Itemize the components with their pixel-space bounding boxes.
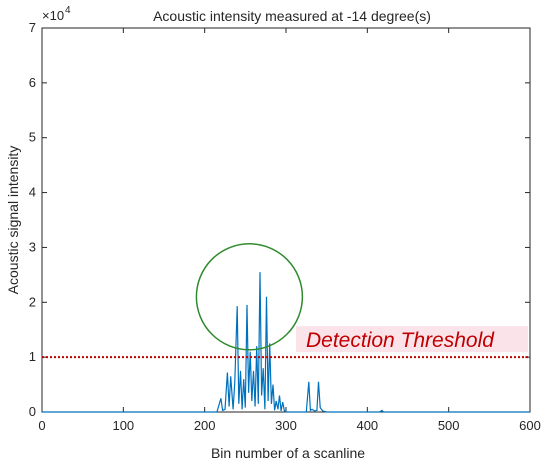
y-exponent-base: ×10	[42, 8, 64, 23]
y-tick-label: 1	[29, 349, 36, 364]
y-tick-label: 7	[29, 20, 36, 35]
x-tick-label: 0	[38, 418, 45, 433]
chart-title: Acoustic intensity measured at -14 degre…	[153, 8, 431, 24]
y-tick-label: 4	[29, 185, 36, 200]
threshold-label: Detection Threshold	[306, 329, 495, 352]
highlight-circle	[195, 243, 304, 351]
x-tick-label: 600	[519, 418, 541, 433]
y-tick-label: 3	[29, 239, 36, 254]
y-exponent-power: 4	[65, 5, 71, 16]
x-tick-label: 400	[356, 418, 378, 433]
y-tick-label: 2	[29, 294, 36, 309]
x-tick-label: 200	[194, 418, 216, 433]
x-tick-label: 500	[438, 418, 460, 433]
y-tick-label: 0	[29, 404, 36, 419]
threshold-label-background	[296, 326, 528, 353]
plot-frame	[41, 27, 531, 413]
y-tick-label: 5	[29, 130, 36, 145]
y-tick-label: 6	[29, 75, 36, 90]
y-exponent: ×10 4	[42, 5, 71, 23]
x-axis-label: Bin number of a scanline	[211, 445, 365, 461]
x-tick-label: 300	[275, 418, 297, 433]
y-axis-label: Acoustic signal intensity	[5, 146, 21, 295]
x-tick-label: 100	[112, 418, 134, 433]
plot-area: 0 100 200 300 400 500 600 0 1 2 3 4 5 6 7 Detection Thr…	[29, 20, 541, 433]
